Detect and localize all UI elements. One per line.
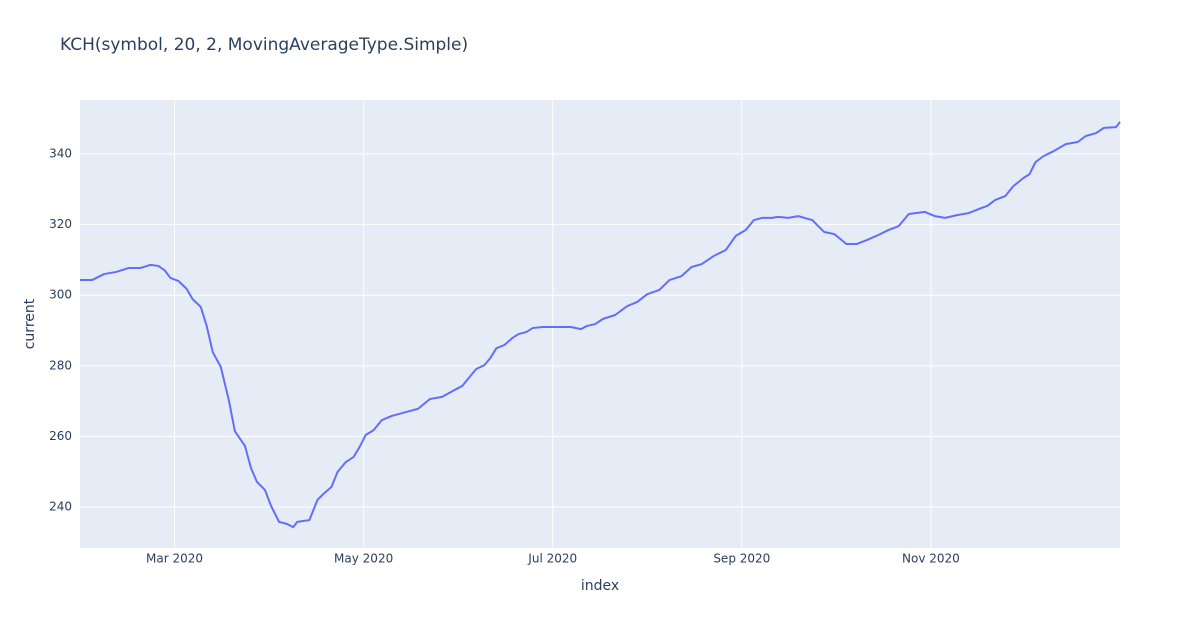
chart-title: KCH(symbol, 20, 2, MovingAverageType.Sim… (60, 35, 468, 55)
y-axis-title: current (22, 298, 38, 349)
y-tick-label: 340 (49, 147, 72, 161)
plot-area (80, 100, 1120, 548)
y-tick-label: 320 (49, 217, 72, 231)
y-tick-label: 260 (49, 429, 72, 443)
x-axis-title: index (581, 578, 619, 594)
x-tick-label: May 2020 (334, 552, 393, 566)
x-tick-label: Jul 2020 (527, 552, 577, 566)
data-line (80, 121, 1121, 529)
y-tick-label: 240 (49, 500, 72, 514)
y-tick-label: 300 (49, 288, 72, 302)
x-tick-label: Nov 2020 (902, 552, 960, 566)
x-tick-label: Mar 2020 (146, 552, 203, 566)
x-tick-label: Sep 2020 (713, 552, 770, 566)
y-tick-label: 280 (49, 358, 72, 372)
